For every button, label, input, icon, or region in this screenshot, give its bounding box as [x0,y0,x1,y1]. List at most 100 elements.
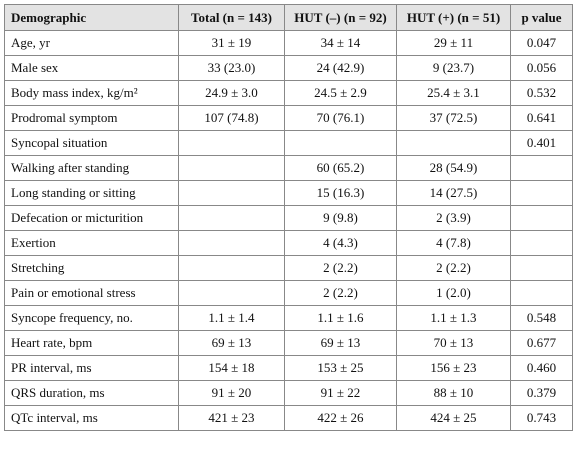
table-row: Body mass index, kg/m² 24.9 ± 3.0 24.5 ± 2… [4,80,573,106]
table-cell: 2 (2.2) [396,255,511,281]
table-cell: 0.743 [510,405,573,431]
table-cell [510,230,573,256]
table-row: PR interval, ms 154 ± 18 153 ± 25 156 ± 23 0… [4,355,573,381]
table-row: Male sex 33 (23.0) 24 (42.9) 9 (23.7) 0.056 [4,55,573,81]
table-row: Prodromal symptom 107 (74.8) 70 (76.1) 37 (… [4,105,573,131]
header-cell: HUT (+) (n = 51) [396,4,511,31]
table-cell: 0.641 [510,105,573,131]
table-row: Age, yr 31 ± 19 34 ± 14 29 ± 11 0.047 [4,30,573,56]
table-cell [510,180,573,206]
table-cell: 4 (4.3) [284,230,397,256]
table-cell: 1.1 ± 1.4 [178,305,285,331]
table-header: Demographic Total (n = 143) HUT (–) (n = 9… [4,4,573,31]
row-label: Heart rate, bpm [4,330,179,356]
table-cell [178,255,285,281]
table-cell [178,155,285,181]
table-row: QTc interval, ms 421 ± 23 422 ± 26 424 ± 25… [4,405,573,431]
table-cell: 421 ± 23 [178,405,285,431]
row-label: QTc interval, ms [4,405,179,431]
row-label: Exertion [4,230,179,256]
row-label: Pain or emotional stress [4,280,179,306]
table-cell: 37 (72.5) [396,105,511,131]
table-cell: 88 ± 10 [396,380,511,406]
table-cell: 0.047 [510,30,573,56]
table-cell [178,230,285,256]
table-cell [284,130,397,156]
header-cell: Demographic [4,4,179,31]
table-cell: 70 (76.1) [284,105,397,131]
table-cell [178,205,285,231]
row-label: QRS duration, ms [4,380,179,406]
table-row: QRS duration, ms 91 ± 20 91 ± 22 88 ± 10 0.3… [4,380,573,406]
table-cell: 15 (16.3) [284,180,397,206]
table-cell: 69 ± 13 [284,330,397,356]
table-cell: 91 ± 20 [178,380,285,406]
table-cell: 28 (54.9) [396,155,511,181]
table-row: Syncope frequency, no. 1.1 ± 1.4 1.1 ± 1.6… [4,305,573,331]
table-cell [510,255,573,281]
table-row: Heart rate, bpm 69 ± 13 69 ± 13 70 ± 13 0.67… [4,330,573,356]
table-cell: 31 ± 19 [178,30,285,56]
table-body: Age, yr 31 ± 19 34 ± 14 29 ± 11 0.047 Male se… [4,30,573,431]
table-cell: 1 (2.0) [396,280,511,306]
table-cell: 0.056 [510,55,573,81]
table-row: Syncopal situation 0.401 [4,130,573,156]
table-cell: 1.1 ± 1.3 [396,305,511,331]
row-label: Stretching [4,255,179,281]
table-cell: 33 (23.0) [178,55,285,81]
table-cell: 2 (2.2) [284,280,397,306]
table-cell: 2 (2.2) [284,255,397,281]
table-cell: 156 ± 23 [396,355,511,381]
table-cell: 424 ± 25 [396,405,511,431]
row-label: Defecation or micturition [4,205,179,231]
table-cell: 154 ± 18 [178,355,285,381]
table-cell: 2 (3.9) [396,205,511,231]
table-cell: 107 (74.8) [178,105,285,131]
table-cell: 9 (23.7) [396,55,511,81]
table-cell: 0.548 [510,305,573,331]
table-cell [178,280,285,306]
table-cell: 25.4 ± 3.1 [396,80,511,106]
table-cell: 0.401 [510,130,573,156]
row-label: Walking after standing [4,155,179,181]
table-cell: 29 ± 11 [396,30,511,56]
table-row: Long standing or sitting 15 (16.3) 14 (27.… [4,180,573,206]
table-cell: 0.460 [510,355,573,381]
table-cell: 0.379 [510,380,573,406]
table-cell: 14 (27.5) [396,180,511,206]
row-label: Syncopal situation [4,130,179,156]
header-row: Demographic Total (n = 143) HUT (–) (n = 9… [4,4,573,31]
row-label: Syncope frequency, no. [4,305,179,331]
table-row: Pain or emotional stress 2 (2.2) 1 (2.0) [4,280,573,306]
table-row: Defecation or micturition 9 (9.8) 2 (3.9) [4,205,573,231]
row-label: Age, yr [4,30,179,56]
table-row: Stretching 2 (2.2) 2 (2.2) [4,255,573,281]
header-cell: Total (n = 143) [178,4,285,31]
table-cell: 24.9 ± 3.0 [178,80,285,106]
table-cell: 1.1 ± 1.6 [284,305,397,331]
row-label: PR interval, ms [4,355,179,381]
row-label: Body mass index, kg/m² [4,80,179,106]
table-cell [510,280,573,306]
table-cell [510,205,573,231]
data-table: Demographic Total (n = 143) HUT (–) (n = 9… [4,4,573,431]
row-label: Long standing or sitting [4,180,179,206]
table-cell: 91 ± 22 [284,380,397,406]
table-cell: 9 (9.8) [284,205,397,231]
table-cell: 24.5 ± 2.9 [284,80,397,106]
table-row: Exertion 4 (4.3) 4 (7.8) [4,230,573,256]
table-row: Walking after standing 60 (65.2) 28 (54.9) [4,155,573,181]
table-cell: 60 (65.2) [284,155,397,181]
table-cell: 4 (7.8) [396,230,511,256]
table-cell: 153 ± 25 [284,355,397,381]
row-label: Prodromal symptom [4,105,179,131]
row-label: Male sex [4,55,179,81]
table-cell [510,155,573,181]
header-cell: HUT (–) (n = 92) [284,4,397,31]
table-cell [178,180,285,206]
table-cell: 0.532 [510,80,573,106]
table-cell: 34 ± 14 [284,30,397,56]
table-cell: 0.677 [510,330,573,356]
header-cell: p value [510,4,573,31]
